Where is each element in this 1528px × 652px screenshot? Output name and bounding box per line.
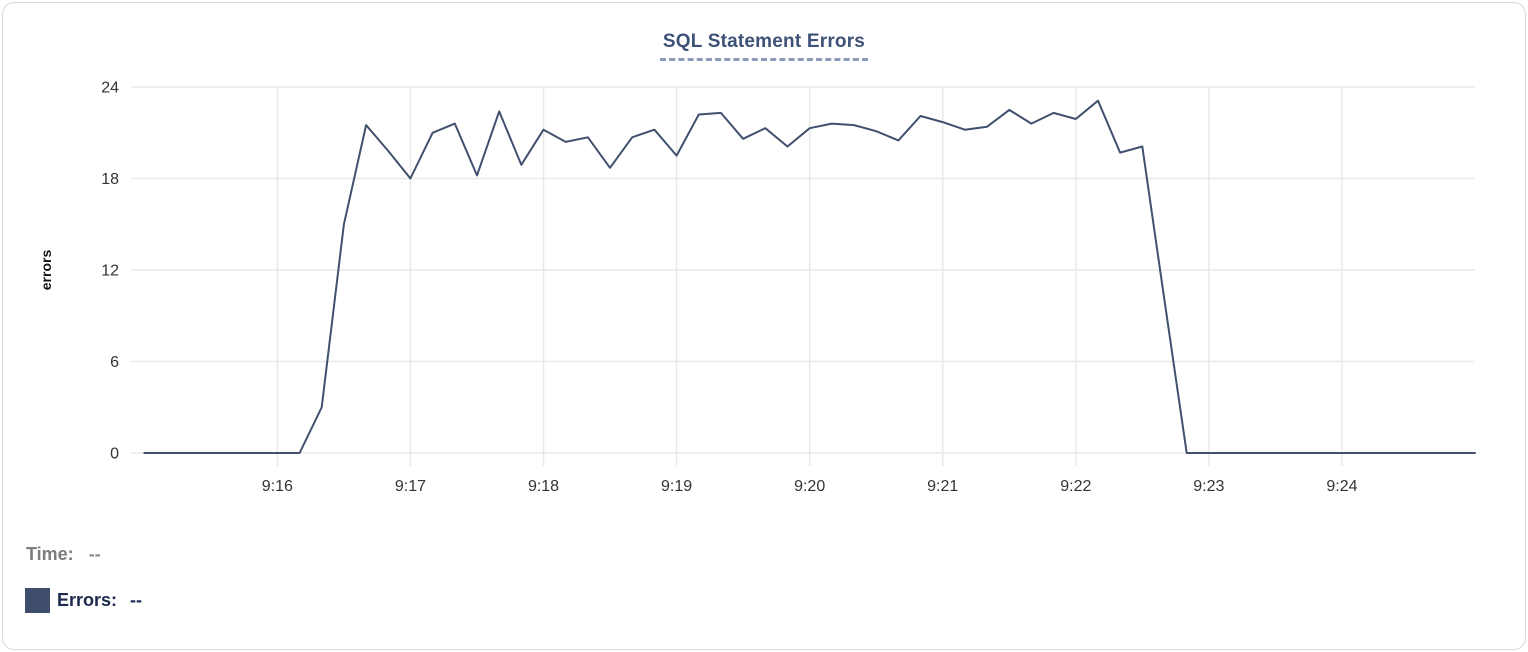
- chart-title[interactable]: SQL Statement Errors: [659, 31, 869, 61]
- svg-text:12: 12: [101, 263, 119, 280]
- svg-text:24: 24: [101, 80, 119, 97]
- svg-text:6: 6: [110, 354, 119, 371]
- tooltip-time-value: --: [88, 544, 101, 564]
- svg-text:9:22: 9:22: [1060, 478, 1091, 495]
- tooltip-time-row: Time: --: [26, 544, 101, 565]
- sql-errors-line-chart[interactable]: 0 6 12 18 24 9:16 9:17 9:18 9:19 9:20 9:21 9:22 9:23…: [3, 3, 1526, 503]
- svg-text:9:20: 9:20: [794, 478, 825, 495]
- svg-text:9:21: 9:21: [927, 478, 958, 495]
- svg-text:9:24: 9:24: [1326, 478, 1357, 495]
- svg-text:9:23: 9:23: [1193, 478, 1224, 495]
- svg-text:0: 0: [110, 446, 119, 463]
- tooltip-errors-row: Errors: --: [25, 588, 142, 613]
- svg-text:9:18: 9:18: [528, 478, 559, 495]
- svg-text:9:19: 9:19: [661, 478, 692, 495]
- tooltip-errors-label: Errors:: [57, 590, 118, 610]
- errors-series-swatch-icon: [25, 588, 50, 613]
- svg-text:18: 18: [101, 171, 119, 188]
- tooltip-time-label: Time:: [26, 544, 74, 564]
- svg-text:9:17: 9:17: [395, 478, 426, 495]
- svg-text:errors: errors: [38, 250, 54, 291]
- svg-text:9:16: 9:16: [262, 478, 293, 495]
- chart-title-wrap: SQL Statement Errors: [3, 31, 1525, 61]
- tooltip-errors-value: --: [130, 590, 143, 610]
